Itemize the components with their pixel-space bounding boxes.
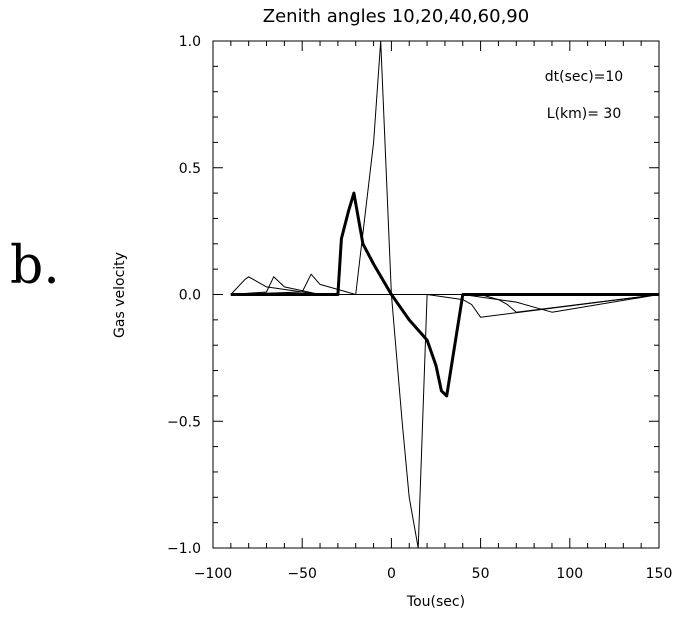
- y-axis-label: Gas velocity: [112, 252, 128, 338]
- y-tick-label: 0.5: [179, 161, 201, 177]
- x-tick-label: 50: [472, 566, 490, 582]
- y-tick-label: −0.5: [167, 414, 201, 430]
- x-axis-label: Tou(sec): [406, 594, 465, 610]
- series-line-5: [230, 40, 659, 549]
- axis-ticks: −100 −50 0 50 100 150 −1.0 −0.5 0.0 0.5 1.0: [167, 34, 672, 582]
- x-tick-label: −100: [194, 566, 232, 582]
- x-tick-label: 0: [387, 566, 396, 582]
- y-tick-label: −1.0: [167, 541, 201, 557]
- x-tick-label: 100: [556, 566, 583, 582]
- x-tick-label: −50: [287, 566, 317, 582]
- x-tick-label: 150: [646, 566, 673, 582]
- panel-letter: b.: [10, 236, 60, 296]
- y-tick-label: 0.0: [179, 288, 201, 304]
- chart-title: Zenith angles 10,20,40,60,90: [263, 6, 529, 27]
- annotation-l: L(km)= 30: [547, 106, 621, 122]
- data-series: [230, 40, 660, 549]
- annotation-dt: dt(sec)=10: [545, 69, 623, 85]
- y-tick-label: 1.0: [179, 34, 201, 50]
